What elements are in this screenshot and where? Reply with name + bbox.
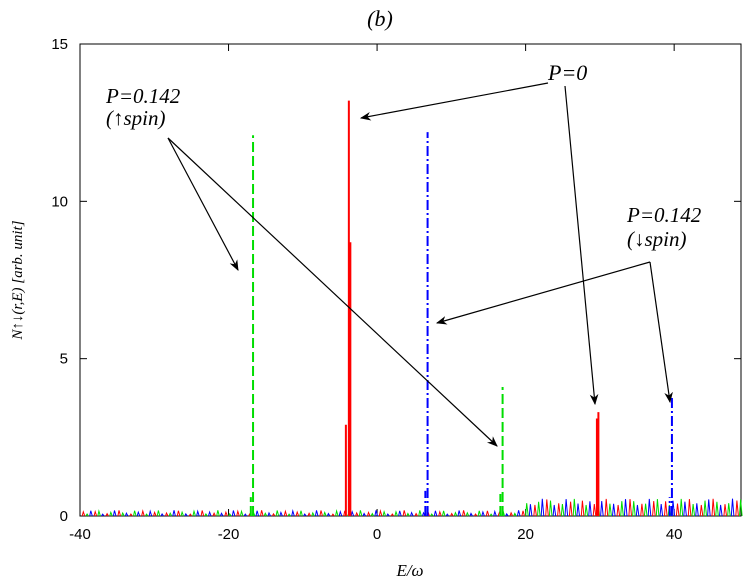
annotation-down-line2: (↓spin) <box>627 227 687 251</box>
plot-frame <box>79 43 742 517</box>
x-tick-label: -40 <box>69 526 91 543</box>
series-peaks <box>249 100 673 516</box>
arrow-p0-to-red-left <box>359 82 549 121</box>
noise-trace <box>81 498 739 517</box>
x-tick-label: -20 <box>218 526 240 543</box>
noise-trace <box>89 498 735 517</box>
low-level-noise <box>81 498 743 517</box>
arrow-down-to-blue-left <box>435 261 651 325</box>
annotation-up-line2: (↑spin) <box>106 106 166 130</box>
x-tick-label: 0 <box>373 526 381 543</box>
y-axis-label: N↑↓(r,E) [arb. unit] <box>10 220 26 340</box>
arrow-p0-to-red-right <box>564 85 599 406</box>
arrow-up-to-green-left <box>167 137 239 271</box>
annotation-down-line1: P=0.142 <box>626 203 702 227</box>
y-tick-label: 0 <box>60 508 68 525</box>
arrow-down-to-blue-right <box>649 261 673 404</box>
annotation-p0: P=0 <box>547 60 587 85</box>
annotation-up-line1: P=0.142 <box>105 84 181 108</box>
x-axis-label: E/ω <box>395 561 423 580</box>
arrow-up-to-green-right <box>167 137 498 447</box>
axis-ticks: -40 -20 0 20 40 0 5 10 15 <box>51 36 741 543</box>
y-tick-label: 10 <box>51 193 68 210</box>
x-tick-label: 40 <box>666 526 683 543</box>
y-tick-label: 15 <box>51 36 68 53</box>
annotation-arrows <box>167 82 673 447</box>
y-tick-label: 5 <box>60 351 68 368</box>
x-tick-label: 20 <box>517 526 534 543</box>
chart-title: (b) <box>367 6 393 31</box>
